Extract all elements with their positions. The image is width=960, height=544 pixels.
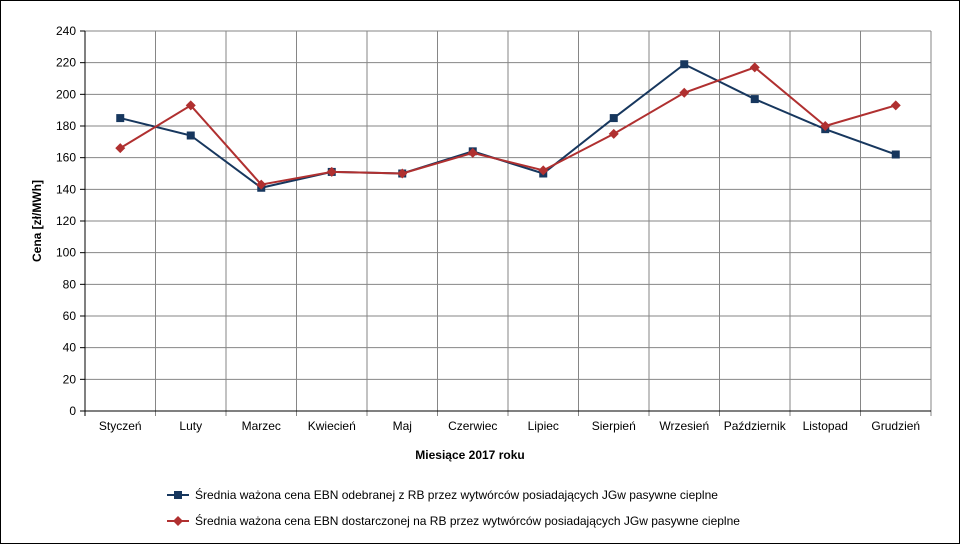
y-tick-label: 200 bbox=[56, 87, 76, 101]
grid-lines bbox=[85, 30, 932, 416]
legend: Średnia ważona cena EBN odebranej z RB p… bbox=[167, 487, 740, 528]
x-tick-label: Listopad bbox=[803, 419, 848, 433]
y-tick-label: 140 bbox=[56, 182, 76, 196]
y-tick-label: 80 bbox=[63, 277, 77, 291]
series-2-point bbox=[890, 100, 901, 111]
y-tick-label: 0 bbox=[69, 404, 76, 418]
series-1-point bbox=[609, 114, 618, 123]
y-tick-label: 60 bbox=[63, 309, 77, 323]
series-2-point bbox=[397, 168, 408, 179]
x-tick-label: Lipiec bbox=[528, 419, 559, 433]
x-tick-label: Sierpień bbox=[592, 419, 636, 433]
x-axis-title: Miesiące 2017 roku bbox=[415, 448, 524, 462]
y-tick-label: 40 bbox=[63, 341, 77, 355]
series-2-point bbox=[115, 143, 126, 154]
x-tick-label: Styczeń bbox=[99, 419, 142, 433]
y-tick-labels: 0 20 40 60 80 100 120 140 160 180 200 220 240 bbox=[56, 24, 76, 418]
legend-item-1: Średnia ważona cena EBN odebranej z RB p… bbox=[167, 487, 718, 502]
legend-marker bbox=[173, 516, 183, 526]
series-2-point bbox=[467, 147, 478, 158]
y-tick-label: 220 bbox=[56, 56, 76, 70]
series-1-point bbox=[891, 150, 900, 159]
series-1-point bbox=[750, 95, 759, 104]
series-1-point bbox=[680, 60, 689, 69]
y-tick-label: 240 bbox=[56, 24, 76, 38]
series-2-line bbox=[119, 66, 897, 186]
x-tick-label: Kwiecień bbox=[308, 419, 356, 433]
x-tick-label: Marzec bbox=[242, 419, 281, 433]
x-tick-label: Październik bbox=[724, 419, 787, 433]
series-2-point bbox=[185, 100, 196, 111]
x-tick-label: Maj bbox=[393, 419, 412, 433]
series-2-point bbox=[608, 128, 619, 139]
series-2-point bbox=[820, 121, 831, 131]
axes bbox=[80, 30, 931, 416]
y-tick-label: 120 bbox=[56, 214, 76, 228]
legend-marker bbox=[174, 491, 182, 499]
series-2-point bbox=[679, 87, 690, 98]
x-tick-labels: Styczeń Luty Marzec Kwiecień Maj Czerwiec Lipi… bbox=[99, 419, 920, 433]
x-tick-label: Wrzesień bbox=[659, 419, 709, 433]
series-2-point bbox=[538, 165, 549, 176]
y-tick-label: 180 bbox=[56, 119, 76, 133]
series-group bbox=[115, 60, 901, 192]
series-1-point bbox=[116, 114, 125, 123]
y-tick-label: 100 bbox=[56, 246, 76, 260]
series-1-point bbox=[186, 131, 195, 140]
legend-label: Średnia ważona cena EBN odebranej z RB p… bbox=[195, 487, 718, 502]
x-tick-label: Czerwiec bbox=[448, 419, 497, 433]
series-2-point bbox=[256, 179, 267, 190]
x-tick-label: Luty bbox=[179, 419, 202, 433]
legend-item-2: Średnia ważona cena EBN dostarczonej na … bbox=[167, 513, 740, 528]
legend-label: Średnia ważona cena EBN dostarczonej na … bbox=[195, 513, 740, 528]
y-tick-label: 160 bbox=[56, 151, 76, 165]
x-tick-label: Grudzień bbox=[871, 419, 920, 433]
y-tick-label: 20 bbox=[63, 372, 77, 386]
series-2-point bbox=[326, 166, 337, 177]
y-axis-title: Cena [zł/MWh] bbox=[30, 180, 44, 262]
